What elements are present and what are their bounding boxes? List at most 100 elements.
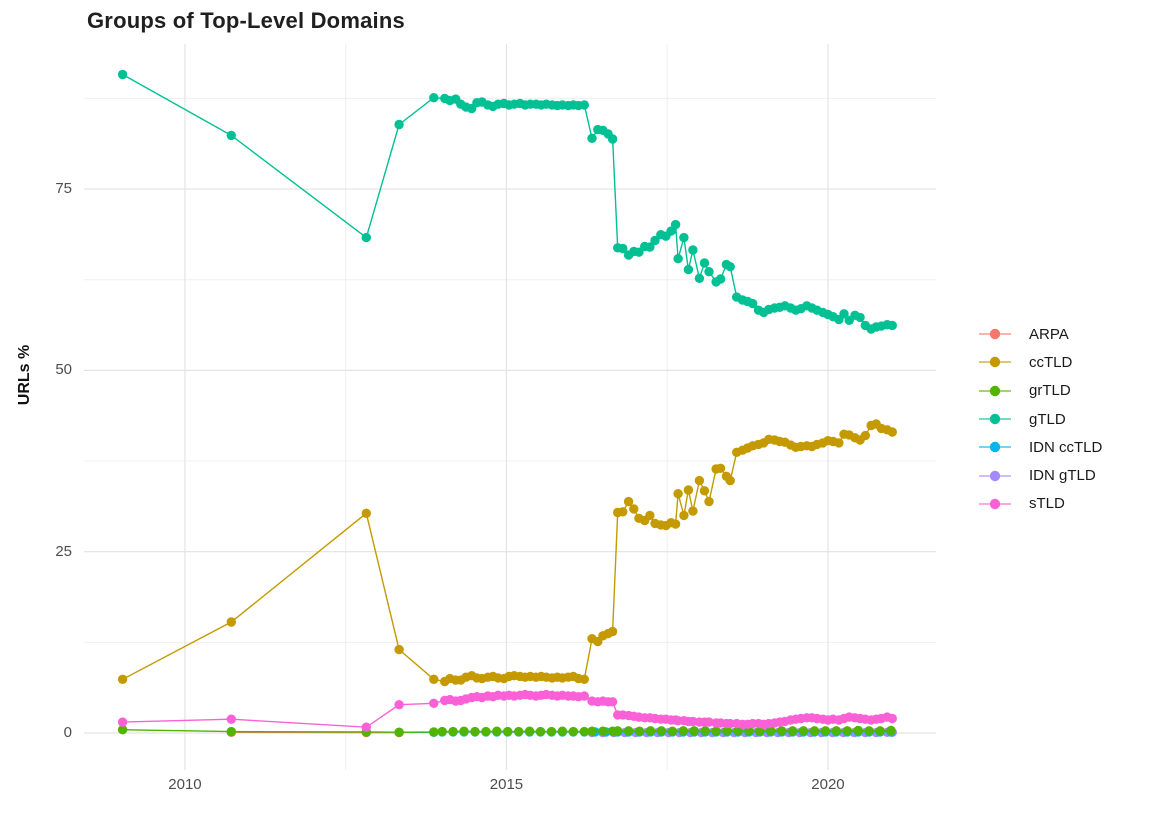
series-grtld-point [853,725,863,736]
legend-item-gtld: gTLD [978,405,1102,433]
legend-key-stld [979,498,1011,510]
series-gtld-point [645,242,655,252]
y-tick-label-0: 0 [63,724,72,741]
series-grtld-point [766,726,776,736]
legend-label-gtld: gTLD [1029,410,1066,428]
legend: ARPA ccTLD grTLD gTLD IDN ccTLD IDN gTLD sTLD [978,320,1102,518]
series-gtld-point [650,235,660,246]
legend-key-gtld [979,413,1011,425]
series-cctld-point [688,506,698,516]
series-grtld-point [842,726,852,736]
series-cctld-point [629,504,639,514]
series-grtld-point [831,726,841,736]
series-cctld-point [679,510,689,521]
series-cctld-point [860,430,870,441]
legend-label-idn-cctld: IDN ccTLD [1029,438,1103,456]
series-gtld-point [579,100,589,110]
series-grtld-point [459,726,469,736]
legend-label-arpa: ARPA [1029,325,1069,343]
series-cctld-point [673,489,683,499]
series-grtld-point [809,726,820,736]
series-stld-point [226,714,236,724]
series-stld-point [704,717,714,727]
series-gtld-point [634,247,644,257]
series-stld-point [394,700,404,710]
legend-key-dot [989,385,1001,396]
series-gtld-point [673,254,683,264]
legend-label-idn-gtld: IDN gTLD [1029,467,1096,485]
legend-key-dot [989,413,1001,425]
x-tick-label-2010: 2010 [168,776,202,793]
series-grtld-point [514,726,524,737]
series-grtld-point [623,726,634,736]
series-grtld-point [579,726,589,737]
series-gtld-point [688,245,698,255]
series-gtld-point [694,273,705,283]
series-stld [117,689,897,732]
series-grtld-point [535,726,546,737]
series-cctld-point [429,674,439,684]
series-grtld-point [864,726,874,736]
x-tick-label-2020: 2020 [811,776,845,793]
series-grtld-point [117,725,128,735]
series-cctld-point [361,508,371,518]
series-cctld [117,419,897,687]
series-cctld-point [725,475,735,486]
series-grtld [117,725,896,737]
series-gtld-point [855,312,865,323]
series-grtld-point [875,726,885,736]
series-stld-point [607,697,618,707]
series-grtld-point [656,726,667,736]
series-grtld-point [777,726,787,736]
series-stld-point [361,722,371,732]
series-grtld-point [722,726,732,736]
series-stld-point [429,698,439,708]
legend-label-grtld: grTLD [1029,382,1071,400]
series-grtld-point [755,726,765,736]
series-grtld-point [568,726,578,737]
series-grtld-point [711,726,721,736]
series-cctld-point [607,626,618,637]
series-gtld-point [748,298,758,309]
series-gtld-point [679,232,689,243]
series-grtld-point [886,725,896,736]
series-gtld-point [887,320,897,331]
legend-key-arpa [979,328,1011,340]
series-grtld-point [645,726,656,736]
series-cctld-point [645,510,655,521]
series-cctld-point [117,674,128,684]
series-gtld-point [839,309,849,319]
series-cctld-point [704,496,714,507]
y-tick-label-25: 25 [55,542,72,560]
series-grtld-point [394,727,404,737]
series-gtld-point [117,69,128,80]
series-grtld-point [226,726,236,737]
series-grtld-point [470,726,480,737]
series-cctld-line [122,423,893,683]
series-grtld-point [787,726,798,736]
legend-key-grtld [979,385,1011,396]
legend-item-idn-cctld: IDN ccTLD [978,433,1102,461]
series-grtld-point [598,726,608,736]
legend-key-idn-gtld [979,470,1011,481]
series-grtld-point [678,726,688,736]
series-gtld-point [683,264,694,275]
series-gtld [117,69,897,334]
series-grtld-point [613,726,623,736]
legend-key-dot [989,328,1001,340]
y-tick-label-75: 75 [55,180,72,198]
series-gtld-point [725,262,735,272]
series-cctld-point [226,617,236,627]
series-grtld-point [437,726,447,737]
series-gtld-line [122,73,893,330]
legend-item-idn-gtld: IDN gTLD [978,461,1102,489]
series-cctld-point [887,427,897,437]
series-cctld-point [834,438,844,448]
series-grtld-point [667,726,678,736]
series-cctld-point [618,507,628,517]
series-cctld-point [694,475,705,486]
series-gtld-point [429,93,439,103]
series-gtld-point [618,243,628,254]
legend-key-idn-cctld [979,442,1011,453]
